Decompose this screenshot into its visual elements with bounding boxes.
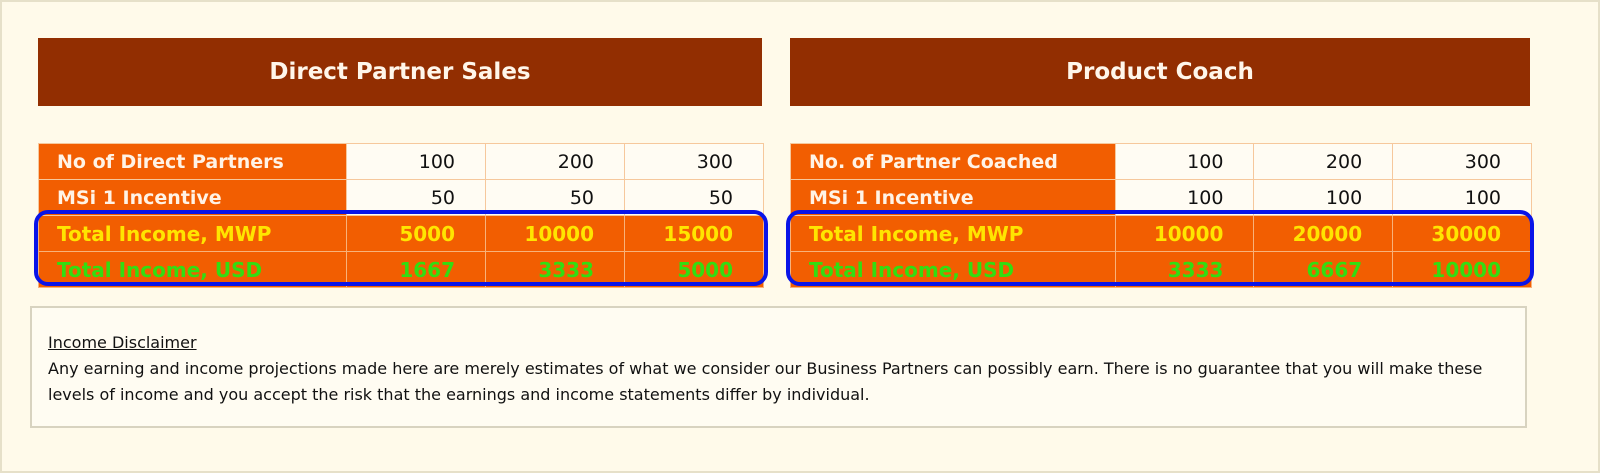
table-cell: 100	[346, 143, 486, 180]
table-row: MSi 1 Incentive 100 100 100	[790, 179, 1532, 216]
product-coach-header: Product Coach	[790, 38, 1530, 106]
table-cell: 1667	[346, 251, 486, 288]
table-cell: 20000	[1253, 215, 1394, 252]
row-label-total-usd: Total Income, USD	[38, 251, 347, 288]
table-cell: 300	[624, 143, 764, 180]
table-cell: 3333	[1114, 251, 1255, 288]
table-cell: 100	[1114, 179, 1255, 216]
row-label-total-mwp: Total Income, MWP	[790, 215, 1116, 252]
table-cell: 300	[1392, 143, 1532, 180]
table-cell: 10000	[1392, 251, 1532, 288]
table-cell: 5000	[346, 215, 486, 252]
row-label-partner-coached: No. of Partner Coached	[790, 143, 1116, 180]
table-cell: 30000	[1392, 215, 1532, 252]
income-disclaimer: Income Disclaimer Any earning and income…	[30, 306, 1527, 428]
table-row-total-mwp: Total Income, MWP 10000 20000 30000	[790, 215, 1532, 252]
table-row-total-mwp: Total Income, MWP 5000 10000 15000	[38, 215, 764, 252]
table-row-total-usd: Total Income, USD 1667 3333 5000	[38, 251, 764, 288]
direct-partner-sales-header: Direct Partner Sales	[38, 38, 762, 106]
table-cell: 3333	[485, 251, 625, 288]
table-row-total-usd: Total Income, USD 3333 6667 10000	[790, 251, 1532, 288]
row-label-msi-incentive: MSi 1 Incentive	[790, 179, 1116, 216]
table-cell: 200	[1253, 143, 1394, 180]
row-label-direct-partners: No of Direct Partners	[38, 143, 347, 180]
table-cell: 10000	[485, 215, 625, 252]
row-label-total-usd: Total Income, USD	[790, 251, 1116, 288]
table-cell: 15000	[624, 215, 764, 252]
disclaimer-title: Income Disclaimer	[48, 333, 197, 352]
table-cell: 10000	[1114, 215, 1255, 252]
direct-partner-sales-table: No of Direct Partners 100 200 300 MSi 1 …	[38, 143, 764, 288]
table-cell: 100	[1114, 143, 1255, 180]
table-cell: 5000	[624, 251, 764, 288]
table-row: No of Direct Partners 100 200 300	[38, 143, 764, 180]
product-coach-table: No. of Partner Coached 100 200 300 MSi 1…	[790, 143, 1532, 288]
table-cell: 200	[485, 143, 625, 180]
table-cell: 50	[485, 179, 625, 216]
table-cell: 100	[1253, 179, 1394, 216]
disclaimer-text: Any earning and income projections made …	[48, 359, 1483, 404]
table-cell: 50	[346, 179, 486, 216]
header-gap	[764, 38, 788, 70]
table-cell: 50	[624, 179, 764, 216]
table-row: MSi 1 Incentive 50 50 50	[38, 179, 764, 216]
table-cell: 6667	[1253, 251, 1394, 288]
table-row: No. of Partner Coached 100 200 300	[790, 143, 1532, 180]
table-cell: 100	[1392, 179, 1532, 216]
row-label-total-mwp: Total Income, MWP	[38, 215, 347, 252]
product-coach-title: Product Coach	[1066, 59, 1254, 85]
row-label-msi-incentive: MSi 1 Incentive	[38, 179, 347, 216]
direct-partner-sales-title: Direct Partner Sales	[269, 59, 531, 85]
